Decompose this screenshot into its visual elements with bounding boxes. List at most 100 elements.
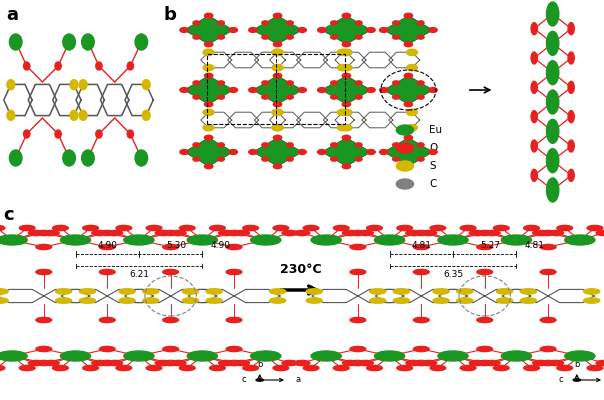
Circle shape (36, 346, 51, 352)
Circle shape (541, 270, 556, 274)
Circle shape (273, 366, 289, 370)
Circle shape (226, 318, 242, 322)
Circle shape (273, 225, 289, 230)
Circle shape (333, 366, 349, 370)
Circle shape (311, 351, 341, 361)
Circle shape (524, 225, 539, 230)
Circle shape (355, 21, 362, 25)
Circle shape (203, 109, 214, 116)
Circle shape (531, 23, 538, 35)
Circle shape (583, 289, 600, 294)
Circle shape (272, 109, 283, 116)
Circle shape (404, 135, 413, 140)
Circle shape (217, 143, 225, 147)
Circle shape (367, 150, 375, 154)
Circle shape (206, 298, 222, 303)
Circle shape (496, 289, 513, 294)
Circle shape (406, 360, 422, 366)
Text: O: O (429, 143, 437, 153)
Circle shape (457, 289, 473, 294)
Circle shape (182, 298, 199, 303)
Circle shape (205, 73, 213, 78)
Circle shape (256, 379, 263, 381)
Circle shape (421, 360, 437, 366)
Text: b: b (164, 6, 177, 24)
Circle shape (226, 346, 242, 352)
Circle shape (83, 366, 98, 370)
Circle shape (60, 235, 91, 245)
Circle shape (187, 351, 217, 361)
Circle shape (484, 360, 500, 366)
Circle shape (355, 143, 362, 147)
Circle shape (355, 157, 362, 161)
Circle shape (182, 289, 199, 294)
Circle shape (282, 230, 298, 236)
Circle shape (146, 225, 162, 230)
Circle shape (417, 81, 424, 85)
Circle shape (501, 351, 532, 361)
Circle shape (274, 13, 281, 18)
Circle shape (55, 130, 61, 138)
Circle shape (286, 35, 294, 39)
Circle shape (379, 28, 388, 32)
Circle shape (355, 35, 362, 39)
Circle shape (330, 157, 338, 161)
Circle shape (406, 49, 417, 56)
Circle shape (501, 235, 532, 245)
Circle shape (303, 366, 319, 370)
Circle shape (203, 124, 214, 131)
Circle shape (53, 366, 68, 370)
Circle shape (0, 289, 8, 294)
Circle shape (568, 111, 574, 123)
Circle shape (370, 289, 386, 294)
Circle shape (374, 351, 405, 361)
Circle shape (0, 298, 8, 303)
Polygon shape (253, 76, 302, 104)
Text: b: b (574, 360, 579, 369)
Circle shape (36, 244, 51, 250)
Circle shape (180, 88, 188, 92)
Circle shape (63, 34, 76, 50)
Circle shape (477, 360, 492, 366)
Circle shape (541, 360, 556, 366)
Circle shape (433, 298, 449, 303)
Circle shape (484, 230, 500, 236)
Circle shape (568, 52, 574, 64)
Circle shape (587, 225, 603, 230)
Circle shape (217, 157, 225, 161)
Circle shape (477, 346, 492, 352)
Circle shape (262, 21, 269, 25)
Circle shape (107, 230, 123, 236)
Circle shape (350, 318, 365, 322)
Circle shape (342, 135, 350, 140)
Circle shape (430, 225, 446, 230)
Text: 4.90: 4.90 (210, 241, 231, 250)
Circle shape (404, 13, 413, 18)
Circle shape (524, 366, 539, 370)
Circle shape (82, 34, 94, 50)
Circle shape (162, 346, 179, 352)
Circle shape (433, 289, 449, 294)
Circle shape (396, 161, 414, 171)
Circle shape (393, 35, 399, 39)
Circle shape (298, 28, 306, 32)
Circle shape (306, 298, 323, 303)
Circle shape (429, 88, 437, 92)
Polygon shape (384, 76, 433, 104)
Circle shape (460, 225, 476, 230)
Circle shape (203, 49, 214, 56)
Circle shape (596, 230, 604, 236)
Circle shape (135, 34, 147, 50)
Circle shape (547, 61, 559, 85)
Circle shape (99, 360, 115, 366)
Text: 5.30: 5.30 (167, 241, 187, 250)
Circle shape (568, 23, 574, 35)
Circle shape (404, 102, 413, 107)
Circle shape (367, 225, 382, 230)
Circle shape (298, 88, 306, 92)
Circle shape (355, 81, 362, 85)
Circle shape (396, 143, 414, 153)
Circle shape (414, 360, 429, 366)
Circle shape (342, 42, 350, 47)
Circle shape (417, 21, 424, 25)
